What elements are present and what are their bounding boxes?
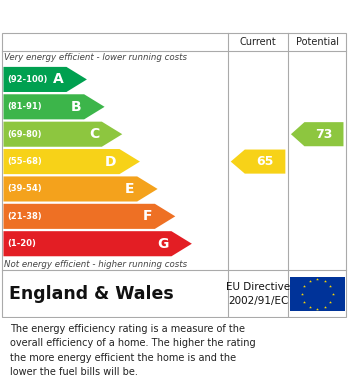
Text: The energy efficiency rating is a measure of the
overall efficiency of a home. T: The energy efficiency rating is a measur… bbox=[10, 324, 256, 377]
Text: (92-100): (92-100) bbox=[8, 75, 48, 84]
Text: (69-80): (69-80) bbox=[8, 130, 42, 139]
Text: Very energy efficient - lower running costs: Very energy efficient - lower running co… bbox=[4, 53, 187, 62]
Text: (81-91): (81-91) bbox=[8, 102, 42, 111]
Text: Not energy efficient - higher running costs: Not energy efficient - higher running co… bbox=[4, 260, 187, 269]
Text: A: A bbox=[53, 72, 64, 86]
Polygon shape bbox=[3, 204, 175, 229]
Bar bbox=[290, 277, 345, 311]
Text: (55-68): (55-68) bbox=[8, 157, 42, 166]
Text: 73: 73 bbox=[315, 128, 333, 141]
Polygon shape bbox=[291, 122, 343, 146]
Text: EU Directive
2002/91/EC: EU Directive 2002/91/EC bbox=[226, 282, 290, 306]
Polygon shape bbox=[231, 149, 285, 174]
Text: Potential: Potential bbox=[296, 37, 339, 47]
Text: G: G bbox=[157, 237, 169, 251]
Text: Current: Current bbox=[240, 37, 276, 47]
Polygon shape bbox=[3, 94, 104, 119]
Text: 65: 65 bbox=[256, 155, 274, 168]
Text: F: F bbox=[143, 209, 152, 223]
Text: C: C bbox=[89, 127, 99, 141]
Polygon shape bbox=[3, 176, 158, 201]
Text: England & Wales: England & Wales bbox=[9, 285, 173, 303]
Polygon shape bbox=[3, 149, 140, 174]
Text: D: D bbox=[105, 154, 117, 169]
Text: (21-38): (21-38) bbox=[8, 212, 42, 221]
Text: (39-54): (39-54) bbox=[8, 185, 42, 194]
Text: B: B bbox=[71, 100, 81, 114]
Text: (1-20): (1-20) bbox=[8, 239, 37, 248]
Polygon shape bbox=[3, 231, 192, 256]
Polygon shape bbox=[3, 122, 122, 147]
Polygon shape bbox=[3, 67, 87, 92]
Text: Energy Efficiency Rating: Energy Efficiency Rating bbox=[10, 7, 239, 25]
Text: E: E bbox=[125, 182, 134, 196]
